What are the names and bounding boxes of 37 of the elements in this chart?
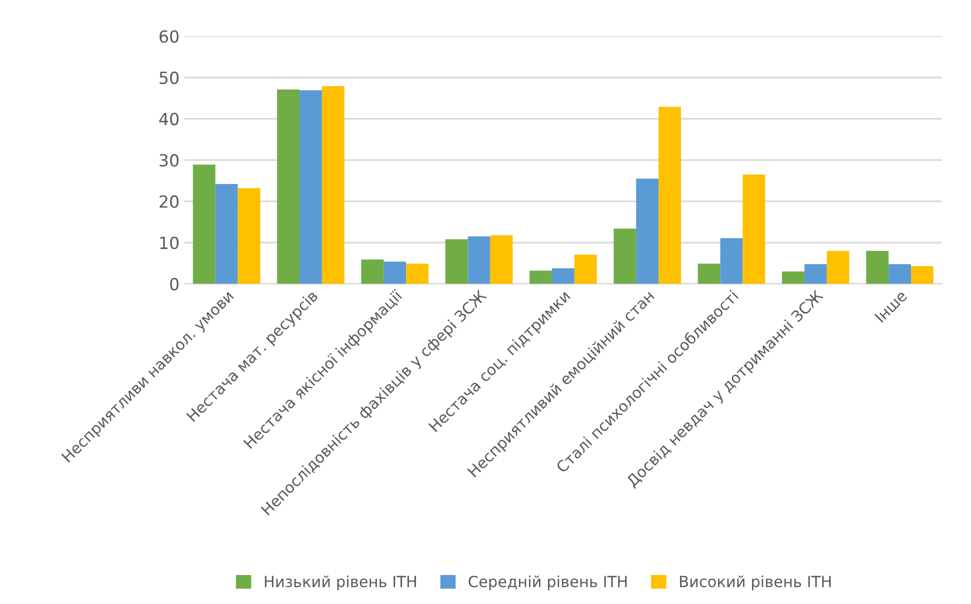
bar [636,178,659,284]
legend-label: Низький рівень ІТН [264,575,416,590]
bar [911,266,934,284]
bar [574,254,597,284]
bar [215,184,238,284]
bar [530,270,552,284]
bar [826,250,850,284]
bar [445,239,468,284]
bar [300,90,322,284]
bar [384,262,406,284]
bar [192,164,216,284]
bar [552,268,574,284]
y-tick-label: 30 [160,154,179,167]
bar [866,250,889,284]
bar [361,260,384,284]
bar [468,236,490,284]
bar [742,174,766,284]
bar [238,188,260,284]
bar [720,238,743,284]
bar [406,264,429,284]
bar [277,89,300,284]
bar [888,264,912,284]
y-tick-label: 50 [160,71,179,84]
bar [490,235,513,284]
bar [698,264,720,284]
y-tick-label: 60 [160,30,179,43]
legend-label: Високий рівень ІТН [680,575,831,590]
bar [658,106,681,284]
legend-label: Середній рівень ІТН [468,575,627,590]
bar [804,264,827,284]
bar [322,86,344,284]
bar [614,228,636,284]
bar [782,272,804,284]
y-tick-label: 40 [159,112,179,126]
y-tick-label: 20 [160,195,179,208]
y-tick-label: 10 [160,236,179,250]
y-tick-label: 0 [170,278,179,290]
